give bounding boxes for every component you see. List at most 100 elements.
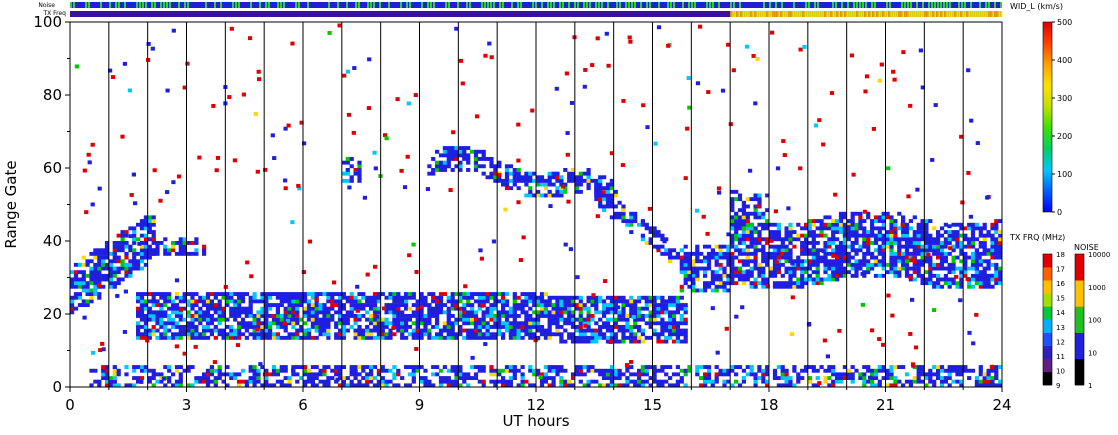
echo-cell: [772, 233, 778, 238]
echo-cell: [963, 273, 968, 278]
echo-cell: [605, 200, 611, 205]
echo-cell: [551, 376, 556, 380]
echo-cell: [392, 292, 397, 296]
echo-cell: [691, 262, 696, 267]
colorbar-tick-label: 13: [1056, 324, 1065, 332]
echo-cell: [602, 197, 607, 202]
echo-cell: [186, 310, 191, 315]
echo-cell: [310, 372, 315, 377]
txfreq-status-tick: [830, 11, 833, 17]
echo-cell: [590, 303, 595, 307]
txfreq-status-tick: [760, 11, 763, 17]
echo-cell: [970, 284, 976, 289]
echo-cell: [470, 306, 475, 311]
echo-cell: [450, 368, 455, 373]
echo-cell: [893, 251, 898, 256]
echo-cell: [703, 273, 708, 278]
echo-cell: [136, 259, 141, 264]
echo-cell: [462, 379, 467, 384]
echo-cell: [730, 189, 735, 194]
echo-cell: [479, 256, 484, 261]
echo-cell: [353, 383, 358, 388]
echo-cell: [470, 292, 475, 296]
echo-cell: [718, 368, 723, 373]
echo-cell: [970, 244, 976, 249]
echo-cell: [504, 321, 510, 326]
echo-cell: [959, 259, 964, 264]
echo-cell: [124, 365, 129, 369]
echo-cell: [590, 295, 595, 300]
echo-cell: [879, 62, 884, 67]
echo-cell: [415, 328, 420, 333]
echo-cell: [501, 182, 506, 187]
echo-cell: [924, 226, 929, 231]
echo-cell: [761, 368, 766, 373]
echo-cell: [229, 310, 234, 315]
echo-cell: [982, 233, 987, 238]
echo-cell: [749, 222, 754, 227]
echo-cell: [776, 222, 781, 227]
echo-cell: [955, 379, 960, 384]
echo-cell: [835, 251, 840, 256]
echo-cell: [916, 379, 921, 384]
echo-cell: [586, 325, 591, 329]
echo-cell: [143, 332, 148, 337]
echo-cell: [446, 379, 451, 384]
echo-cell: [990, 262, 995, 267]
echo-cell: [885, 237, 890, 242]
echo-cell: [400, 328, 405, 333]
echo-cell: [536, 310, 541, 315]
echo-cell: [569, 101, 575, 105]
echo-cell: [613, 332, 618, 337]
echo-cell: [260, 328, 265, 333]
echo-cell: [753, 244, 758, 249]
echo-cell: [291, 317, 296, 322]
echo-cell: [178, 328, 183, 333]
echo-cell: [388, 310, 393, 315]
echo-cell: [788, 376, 793, 380]
echo-cell: [240, 321, 246, 326]
echo-cell: [687, 273, 692, 278]
echo-cell: [858, 215, 863, 220]
echo-cell: [574, 335, 579, 340]
echo-cell: [139, 332, 145, 337]
echo-cell: [353, 168, 358, 172]
echo-cell: [477, 149, 482, 154]
echo-cell: [885, 241, 890, 245]
x-axis-title: UT hours: [502, 412, 569, 430]
echo-cell: [578, 175, 583, 180]
echo-cell: [792, 244, 797, 249]
echo-cell: [749, 244, 754, 249]
echo-cell: [291, 335, 296, 340]
echo-cell: [893, 376, 898, 380]
echo-cell: [633, 317, 638, 322]
echo-cell: [846, 222, 851, 227]
echo-cell: [796, 281, 801, 286]
echo-cell: [645, 125, 650, 130]
echo-cell: [633, 219, 638, 223]
echo-cell: [351, 130, 356, 135]
echo-cell: [108, 266, 113, 271]
echo-cell: [147, 226, 152, 231]
echo-cell: [345, 314, 350, 318]
echo-cell: [392, 306, 397, 311]
echo-cell: [314, 303, 319, 307]
echo-cell: [450, 328, 455, 333]
echo-cell: [248, 299, 253, 304]
echo-cell: [93, 266, 98, 271]
echo-cell: [97, 277, 102, 282]
echo-cell: [454, 149, 459, 154]
echo-cell: [295, 299, 300, 304]
echo-cell: [745, 269, 750, 274]
echo-cell: [462, 376, 467, 380]
echo-cell: [757, 368, 762, 373]
echo-cell: [295, 317, 300, 322]
echo-cell: [415, 335, 420, 340]
y-tick-label: 60: [43, 159, 62, 177]
echo-cell: [928, 233, 933, 238]
echo-cell: [539, 306, 545, 311]
echo-cell: [602, 204, 607, 209]
echo-cell: [454, 372, 459, 377]
echo-cell: [248, 310, 253, 315]
echo-cell: [310, 317, 315, 322]
